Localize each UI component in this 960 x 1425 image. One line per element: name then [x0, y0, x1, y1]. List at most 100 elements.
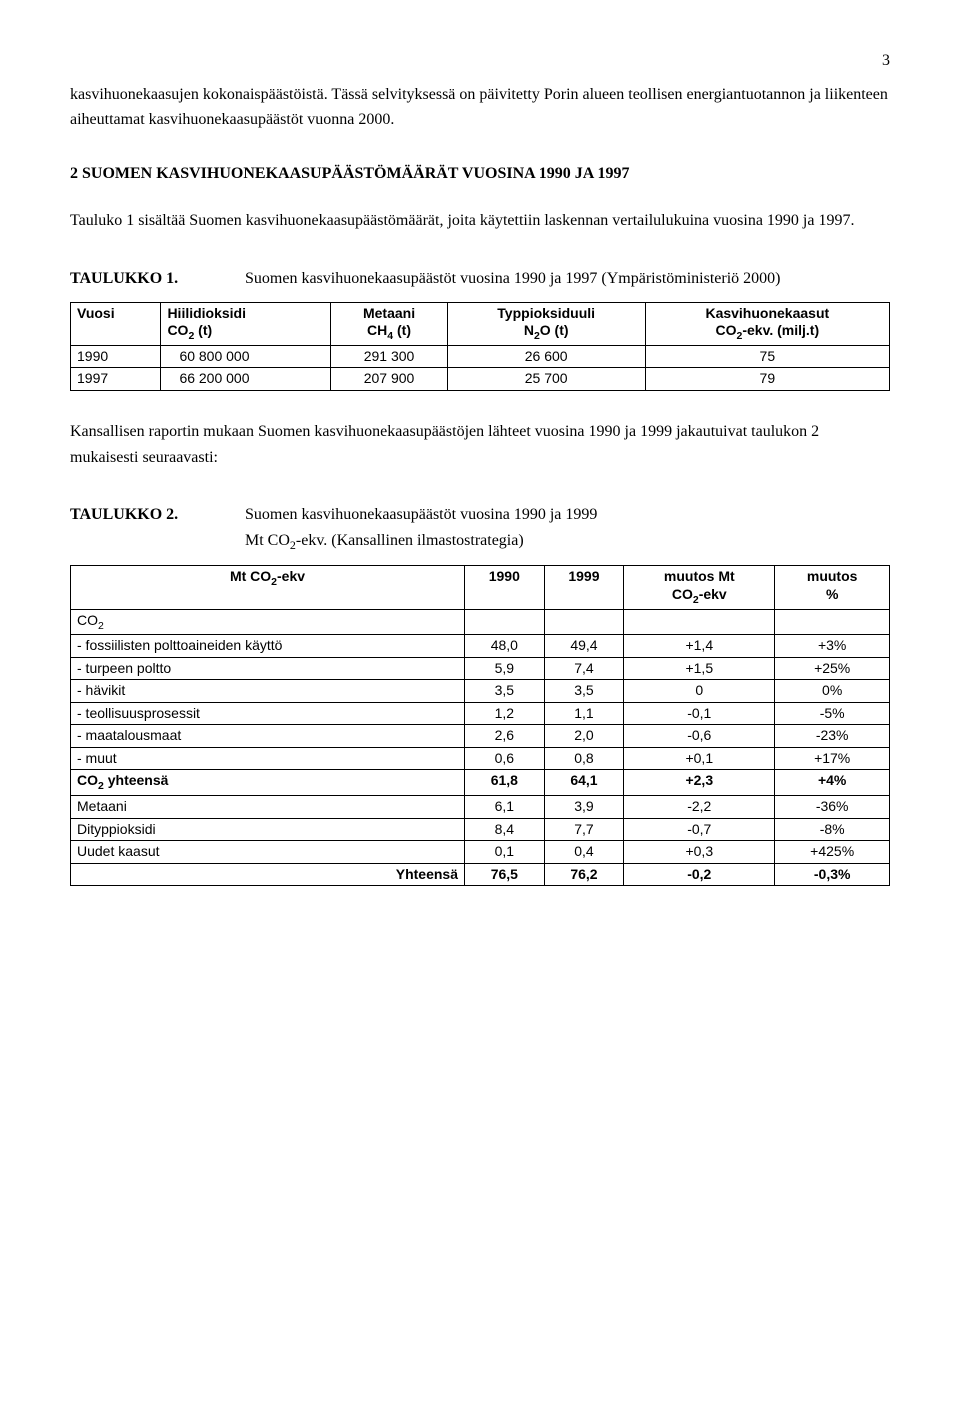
- table-cell: 7,7: [544, 818, 624, 841]
- table-1-label: TAULUKKO 1.: [70, 266, 245, 292]
- table-1: Vuosi Hiilidioksidi CO2 (t) Metaani CH4 …: [70, 302, 890, 391]
- table-cell: +3%: [775, 635, 890, 658]
- table-row: - maatalousmaat2,62,0-0,6-23%: [71, 725, 890, 748]
- table-cell: 0: [624, 680, 775, 703]
- table-cell-label: Metaani: [71, 796, 465, 819]
- table-cell: 26 600: [447, 345, 645, 368]
- table-row: 199766 200 000207 90025 70079: [71, 368, 890, 391]
- table-cell: [465, 609, 545, 635]
- table-cell: +0,3: [624, 841, 775, 864]
- table-cell: 2,0: [544, 725, 624, 748]
- table-cell-label: - muut: [71, 747, 465, 770]
- table-cell: -0,3%: [775, 863, 890, 886]
- table-cell: +2,3: [624, 770, 775, 796]
- table-cell: -2,2: [624, 796, 775, 819]
- table-cell: 1997: [71, 368, 161, 391]
- table-2-label: TAULUKKO 2.: [70, 502, 245, 528]
- table-1-header-row: Vuosi Hiilidioksidi CO2 (t) Metaani CH4 …: [71, 302, 890, 345]
- table-1-header-n2o: Typpioksiduuli N2O (t): [447, 302, 645, 345]
- table-2-caption: Suomen kasvihuonekaasupäästöt vuosina 19…: [245, 502, 890, 555]
- table-cell: +4%: [775, 770, 890, 796]
- table-row: - turpeen poltto5,97,4+1,5+25%: [71, 657, 890, 680]
- table-cell: 3,5: [544, 680, 624, 703]
- table-cell: +0,1: [624, 747, 775, 770]
- table-cell: 79: [645, 368, 889, 391]
- table-row: Metaani6,13,9-2,2-36%: [71, 796, 890, 819]
- table-cell-label: - hävikit: [71, 680, 465, 703]
- table-cell: +25%: [775, 657, 890, 680]
- table-2-header-dmt: muutos Mt CO2-ekv: [624, 566, 775, 609]
- table-cell: +17%: [775, 747, 890, 770]
- table-cell: +1,4: [624, 635, 775, 658]
- table-cell: 0,1: [465, 841, 545, 864]
- table-cell-label: - teollisuusprosessit: [71, 702, 465, 725]
- table-cell: -23%: [775, 725, 890, 748]
- table-cell: 0,4: [544, 841, 624, 864]
- table-cell: 3,9: [544, 796, 624, 819]
- table-2-header-label: Mt CO2-ekv: [71, 566, 465, 609]
- table-2-header-1999: 1999: [544, 566, 624, 609]
- table-cell: -0,2: [624, 863, 775, 886]
- table-cell: -5%: [775, 702, 890, 725]
- table-row: Dityppioksidi8,47,7-0,7-8%: [71, 818, 890, 841]
- table-cell: 0%: [775, 680, 890, 703]
- table-2-header-1990: 1990: [465, 566, 545, 609]
- table-cell: +425%: [775, 841, 890, 864]
- table-1-header-ch4: Metaani CH4 (t): [331, 302, 447, 345]
- table-1-header-vuosi: Vuosi: [71, 302, 161, 345]
- table-cell: 76,2: [544, 863, 624, 886]
- page-number: 3: [70, 48, 890, 74]
- table-cell: 76,5: [465, 863, 545, 886]
- table-row: Uudet kaasut0,10,4+0,3+425%: [71, 841, 890, 864]
- table-row: - teollisuusprosessit1,21,1-0,1-5%: [71, 702, 890, 725]
- table-cell: 3,5: [465, 680, 545, 703]
- table-row: - hävikit3,53,500%: [71, 680, 890, 703]
- table-cell-label: - turpeen poltto: [71, 657, 465, 680]
- table-row: CO2 yhteensä61,864,1+2,3+4%: [71, 770, 890, 796]
- table-cell: 0,8: [544, 747, 624, 770]
- table-cell: 291 300: [331, 345, 447, 368]
- table-row: CO2: [71, 609, 890, 635]
- intro-paragraph: kasvihuonekaasujen kokonaispäästöistä. T…: [70, 82, 890, 133]
- table-row: - fossiilisten polttoaineiden käyttö48,0…: [71, 635, 890, 658]
- table-cell-label: Yhteensä: [71, 863, 465, 886]
- between-tables-paragraph: Kansallisen raportin mukaan Suomen kasvi…: [70, 419, 890, 470]
- table-cell: -36%: [775, 796, 890, 819]
- table-cell: 64,1: [544, 770, 624, 796]
- table-cell: 1,2: [465, 702, 545, 725]
- table-row: 199060 800 000291 30026 60075: [71, 345, 890, 368]
- table-cell: 61,8: [465, 770, 545, 796]
- table-cell: 1,1: [544, 702, 624, 725]
- table-cell: 7,4: [544, 657, 624, 680]
- table-cell: 5,9: [465, 657, 545, 680]
- table-cell: 48,0: [465, 635, 545, 658]
- table-2-header-row: Mt CO2-ekv 1990 1999 muutos Mt CO2-ekv m…: [71, 566, 890, 609]
- table-1-caption: Suomen kasvihuonekaasupäästöt vuosina 19…: [245, 266, 890, 292]
- table-cell: 75: [645, 345, 889, 368]
- table-1-title: TAULUKKO 1. Suomen kasvihuonekaasupäästö…: [70, 266, 890, 292]
- table-cell: -0,1: [624, 702, 775, 725]
- table-1-header-co2: Hiilidioksidi CO2 (t): [161, 302, 331, 345]
- table-cell: 60 800 000: [161, 345, 331, 368]
- table-cell-label: Dityppioksidi: [71, 818, 465, 841]
- table-cell-label: CO2 yhteensä: [71, 770, 465, 796]
- table-cell: 1990: [71, 345, 161, 368]
- section-2-paragraph: Tauluko 1 sisältää Suomen kasvihuonekaas…: [70, 208, 890, 234]
- table-cell-label: CO2: [71, 609, 465, 635]
- table-cell: [544, 609, 624, 635]
- table-cell-label: Uudet kaasut: [71, 841, 465, 864]
- table-cell: 25 700: [447, 368, 645, 391]
- table-cell: 8,4: [465, 818, 545, 841]
- table-cell: -0,7: [624, 818, 775, 841]
- table-cell: [624, 609, 775, 635]
- table-2-header-dpct: muutos %: [775, 566, 890, 609]
- table-cell-label: - maatalousmaat: [71, 725, 465, 748]
- table-2: Mt CO2-ekv 1990 1999 muutos Mt CO2-ekv m…: [70, 565, 890, 886]
- table-2-title: TAULUKKO 2. Suomen kasvihuonekaasupäästö…: [70, 502, 890, 555]
- section-2-heading: 2 SUOMEN KASVIHUONEKAASUPÄÄSTÖMÄÄRÄT VUO…: [70, 161, 890, 187]
- table-cell: -0,6: [624, 725, 775, 748]
- table-cell: 0,6: [465, 747, 545, 770]
- table-cell: 6,1: [465, 796, 545, 819]
- table-cell: 49,4: [544, 635, 624, 658]
- table-1-header-ekv: Kasvihuonekaasut CO2-ekv. (milj.t): [645, 302, 889, 345]
